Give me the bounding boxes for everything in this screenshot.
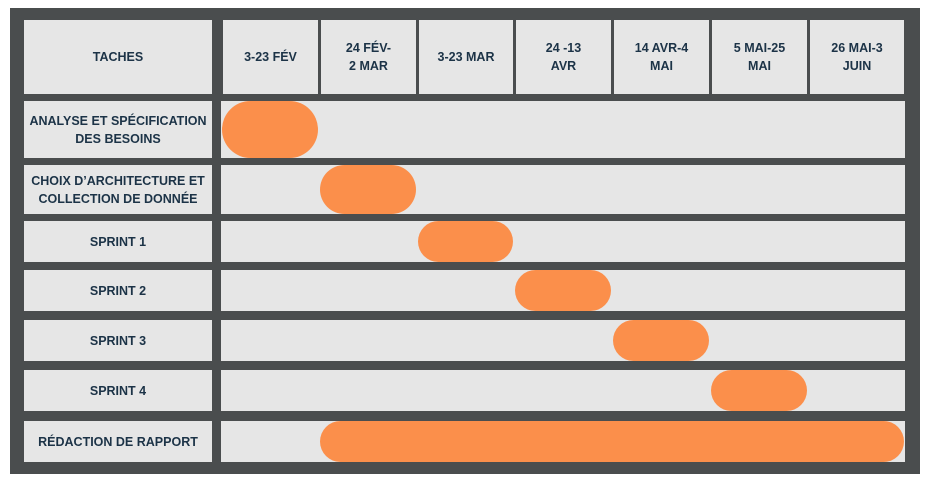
header-period-cell-label: 3-23 FÉV	[244, 50, 297, 64]
task-label-cell: SPRINT 2	[24, 270, 212, 311]
header-period-cell: 24 -13 AVR	[516, 20, 611, 94]
task-label-cell-label: SPRINT 3	[89, 333, 147, 348]
task-bar	[222, 101, 318, 158]
task-bar	[711, 370, 807, 411]
header-period-cell-label: 24 -13 AVR	[545, 41, 582, 73]
header-period-cell: 14 AVR-4 MAI	[614, 20, 709, 94]
task-label-cell-label: CHOIX D’ARCHITECTURE ET COLLECTION DE DO…	[31, 173, 205, 206]
task-timeline-row	[221, 320, 905, 361]
task-label-cell: RÉDACTION DE RAPPORT	[24, 421, 212, 462]
task-label-cell-label: SPRINT 2	[89, 283, 147, 298]
header-tasks-cell: TACHES	[24, 20, 212, 94]
header-period-cell-label: 5 MAI-25 MAI	[733, 41, 786, 73]
task-bar	[320, 421, 904, 462]
header-period-cell-label: 24 FÉV- 2 MAR	[345, 41, 392, 73]
task-bar	[320, 165, 416, 214]
task-timeline-row	[221, 221, 905, 262]
task-label-cell: SPRINT 4	[24, 370, 212, 411]
task-label-cell: CHOIX D’ARCHITECTURE ET COLLECTION DE DO…	[24, 165, 212, 214]
header-period-cell-label: 14 AVR-4 MAI	[634, 41, 689, 73]
task-bar	[418, 221, 513, 262]
task-timeline-row	[221, 101, 905, 158]
task-label-cell-label: SPRINT 1	[89, 234, 147, 249]
task-label-cell: SPRINT 3	[24, 320, 212, 361]
task-bar	[515, 270, 611, 311]
header-period-cell: 3-23 FÉV	[223, 20, 318, 94]
task-label-cell-label: RÉDACTION DE RAPPORT	[38, 434, 198, 449]
task-label-cell: SPRINT 1	[24, 221, 212, 262]
header-period-cell: 3-23 MAR	[419, 20, 513, 94]
header-period-cell: 26 MAI-3 JUIN	[810, 20, 904, 94]
header-period-cell-label: 3-23 MAR	[437, 50, 495, 64]
task-label-cell: ANALYSE ET SPÉCIFICATION DES BESOINS	[24, 101, 212, 158]
header-period-cell: 24 FÉV- 2 MAR	[321, 20, 416, 94]
task-bar	[613, 320, 709, 361]
task-label-cell-label: ANALYSE ET SPÉCIFICATION DES BESOINS	[29, 113, 207, 146]
task-label-cell-label: SPRINT 4	[89, 383, 147, 398]
header-period-cell: 5 MAI-25 MAI	[712, 20, 807, 94]
header-period-cell-label: 26 MAI-3 JUIN	[831, 41, 883, 73]
header-tasks-cell-label: TACHES	[92, 50, 144, 64]
